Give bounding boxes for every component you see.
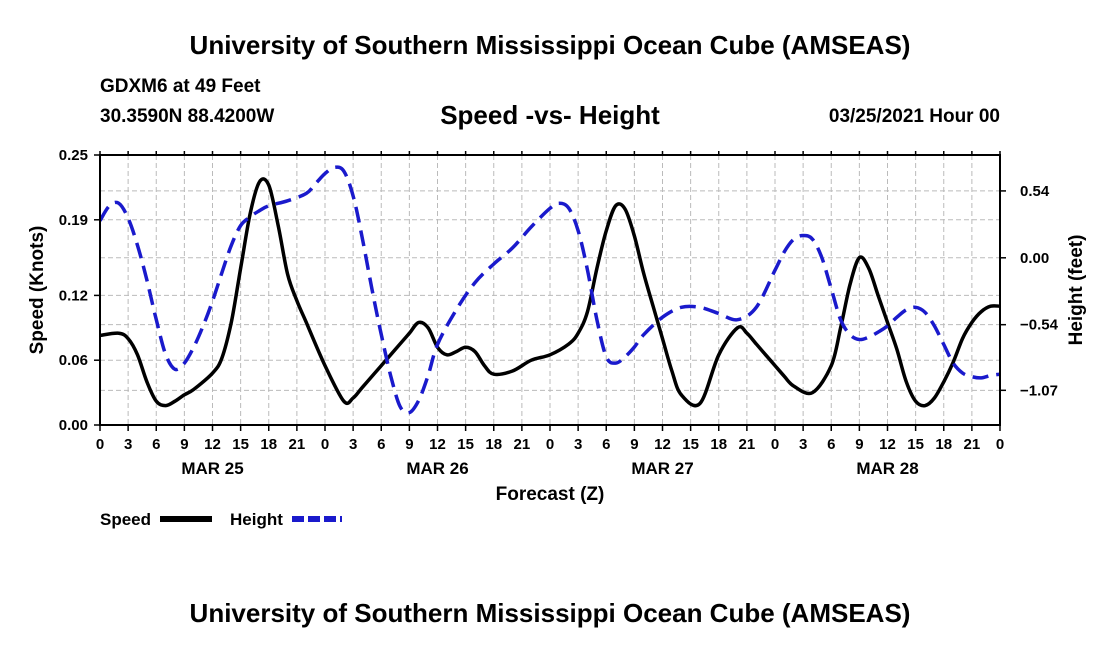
x-tick-label: 12 bbox=[204, 436, 221, 453]
x-tick-label: 0 bbox=[771, 436, 779, 453]
x-tick-label: 9 bbox=[405, 436, 413, 453]
y-tick-label: 0.19 bbox=[59, 212, 88, 229]
speed-line bbox=[99, 177, 1001, 408]
legend-label-speed: Speed bbox=[100, 510, 151, 529]
x-tick-label: 3 bbox=[799, 436, 807, 453]
y-tick-label: 0.06 bbox=[59, 352, 88, 369]
x-tick-label: 6 bbox=[377, 436, 385, 453]
chart-subtitle: Speed -vs- Height bbox=[440, 100, 660, 130]
x-tick-label: 12 bbox=[654, 436, 671, 453]
x-tick-label: 0 bbox=[546, 436, 554, 453]
x-tick-label: 12 bbox=[879, 436, 896, 453]
x-tick-label: 18 bbox=[260, 436, 277, 453]
legend: Speed Height bbox=[100, 510, 342, 529]
y-tick-label: 0.12 bbox=[59, 287, 88, 304]
x-tick-label: 21 bbox=[514, 436, 531, 453]
x-tick-label: 0 bbox=[96, 436, 104, 453]
x-tick-label: 21 bbox=[289, 436, 306, 453]
x-tick-label: 15 bbox=[232, 436, 249, 453]
date-label: MAR 28 bbox=[856, 459, 918, 478]
series-lines bbox=[98, 165, 1001, 415]
x-tick-label: 3 bbox=[349, 436, 357, 453]
axes: 0 3 6 9 12 15 18 21 0 3 6 9 12 15 18 21 0 3 6 9 12 15 18 21 0 3 6 9… bbox=[59, 147, 1059, 478]
x-tick-label: 3 bbox=[574, 436, 582, 453]
y-axis-label: Speed (Knots) bbox=[27, 226, 48, 355]
x-tick-label: 21 bbox=[739, 436, 756, 453]
forecast-datetime: 03/25/2021 Hour 00 bbox=[828, 106, 1000, 127]
x-tick-label: 18 bbox=[485, 436, 502, 453]
legend-label-height: Height bbox=[230, 510, 283, 529]
y2-tick-label: 0.00 bbox=[1020, 250, 1049, 267]
footer-title: University of Southern Mississippi Ocean… bbox=[189, 598, 911, 628]
x-tick-label: 18 bbox=[935, 436, 952, 453]
date-label: MAR 26 bbox=[406, 459, 468, 478]
station-label: GDXM6 at 49 Feet bbox=[100, 76, 261, 97]
date-label: MAR 25 bbox=[181, 459, 243, 478]
y2-tick-label: 0.54 bbox=[1020, 183, 1050, 200]
x-tick-label: 6 bbox=[152, 436, 160, 453]
date-label: MAR 27 bbox=[631, 459, 693, 478]
y-tick-label: 0.25 bbox=[59, 147, 88, 164]
x-tick-label: 6 bbox=[827, 436, 835, 453]
x-axis-label: Forecast (Z) bbox=[496, 484, 605, 505]
coordinates-label: 30.3590N 88.4200W bbox=[100, 106, 275, 127]
x-tick-label: 3 bbox=[124, 436, 132, 453]
y2-tick-label: −1.07 bbox=[1020, 382, 1058, 399]
grid bbox=[100, 155, 1000, 425]
x-tick-label: 15 bbox=[682, 436, 699, 453]
y2-tick-label: −0.54 bbox=[1020, 317, 1059, 334]
x-tick-label: 18 bbox=[710, 436, 727, 453]
x-tick-label: 6 bbox=[602, 436, 610, 453]
y-tick-label: 0.00 bbox=[59, 417, 88, 434]
x-tick-label: 0 bbox=[996, 436, 1004, 453]
x-tick-label: 21 bbox=[964, 436, 981, 453]
x-tick-label: 15 bbox=[907, 436, 924, 453]
x-tick-label: 0 bbox=[321, 436, 329, 453]
x-tick-label: 12 bbox=[429, 436, 446, 453]
x-tick-label: 15 bbox=[457, 436, 474, 453]
page-title: University of Southern Mississippi Ocean… bbox=[189, 30, 911, 60]
x-tick-label: 9 bbox=[630, 436, 638, 453]
x-tick-label: 9 bbox=[855, 436, 863, 453]
x-tick-label: 9 bbox=[180, 436, 188, 453]
y2-axis-label: Height (feet) bbox=[1066, 235, 1087, 346]
